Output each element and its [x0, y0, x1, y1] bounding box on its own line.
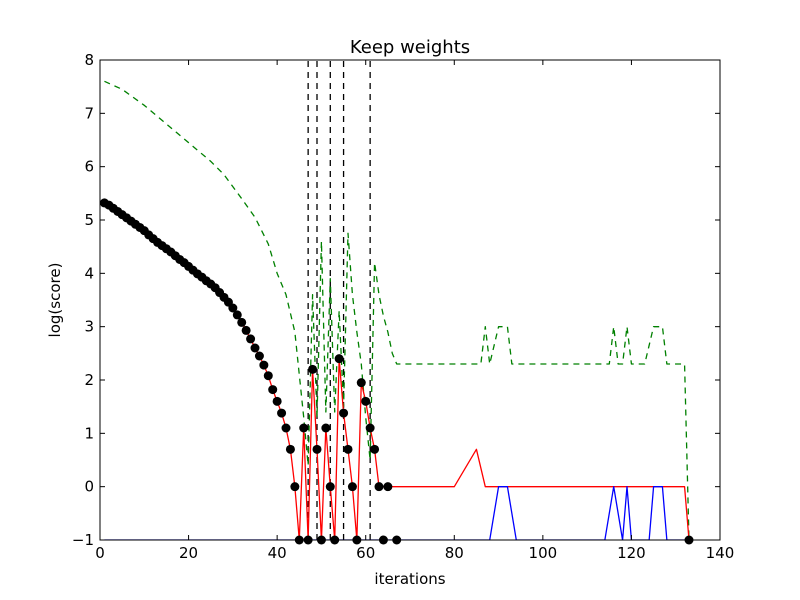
- data-point: [334, 354, 344, 364]
- data-point: [250, 343, 260, 353]
- data-point: [325, 482, 335, 492]
- data-point: [237, 317, 247, 327]
- y-tick-label: 0: [84, 478, 94, 496]
- x-tick-label: 80: [445, 544, 464, 562]
- y-tick-label: 4: [84, 264, 94, 282]
- data-point: [268, 385, 278, 395]
- data-point: [241, 325, 251, 335]
- y-tick-label: −1: [72, 531, 94, 549]
- data-point: [365, 423, 375, 433]
- data-point: [374, 482, 384, 492]
- y-tick-label: 6: [84, 158, 94, 176]
- data-point: [272, 396, 282, 406]
- data-point: [299, 423, 309, 433]
- data-point: [263, 371, 273, 381]
- data-point: [339, 408, 349, 418]
- data-point: [370, 444, 380, 454]
- series-line-green-dashed: [104, 80, 690, 540]
- data-point: [356, 378, 366, 388]
- plot-frame: [99, 59, 721, 541]
- data-point: [361, 396, 371, 406]
- x-axis-label: iterations: [374, 570, 445, 588]
- y-tick-label: 5: [84, 211, 94, 229]
- data-point: [383, 482, 393, 492]
- y-tick-label: 3: [84, 318, 94, 336]
- y-axis-label: log(score): [46, 263, 64, 338]
- data-point: [254, 351, 264, 361]
- data-point: [312, 444, 322, 454]
- data-point: [228, 303, 238, 313]
- y-tick-label: 7: [84, 104, 94, 122]
- y-tick-label: 8: [84, 51, 94, 69]
- data-point: [347, 482, 357, 492]
- x-tick-label: 40: [268, 544, 287, 562]
- data-point: [290, 482, 300, 492]
- x-axis: 0 20 40 60 80 100 120 140: [95, 60, 734, 562]
- x-tick-label: 60: [356, 544, 375, 562]
- series-line-blue: [104, 486, 689, 540]
- x-tick-label: 140: [706, 544, 735, 562]
- y-tick-label: 1: [84, 424, 94, 442]
- x-tick-label: 100: [529, 544, 558, 562]
- data-point: [285, 444, 295, 454]
- data-point: [343, 444, 353, 454]
- data-point: [308, 364, 318, 374]
- data-point: [277, 408, 287, 418]
- markers-layer: [99, 198, 694, 545]
- data-point: [321, 423, 331, 433]
- data-point: [259, 360, 269, 370]
- chart-title: Keep weights: [350, 37, 470, 58]
- y-tick-label: 2: [84, 371, 94, 389]
- data-point: [246, 334, 256, 344]
- data-point: [232, 310, 242, 320]
- x-tick-label: 0: [95, 544, 105, 562]
- x-tick-label: 120: [617, 544, 646, 562]
- x-tick-label: 20: [179, 544, 198, 562]
- y-axis: −1 0 1 2 3 4 5 6 7 8: [72, 51, 720, 549]
- data-point: [281, 423, 291, 433]
